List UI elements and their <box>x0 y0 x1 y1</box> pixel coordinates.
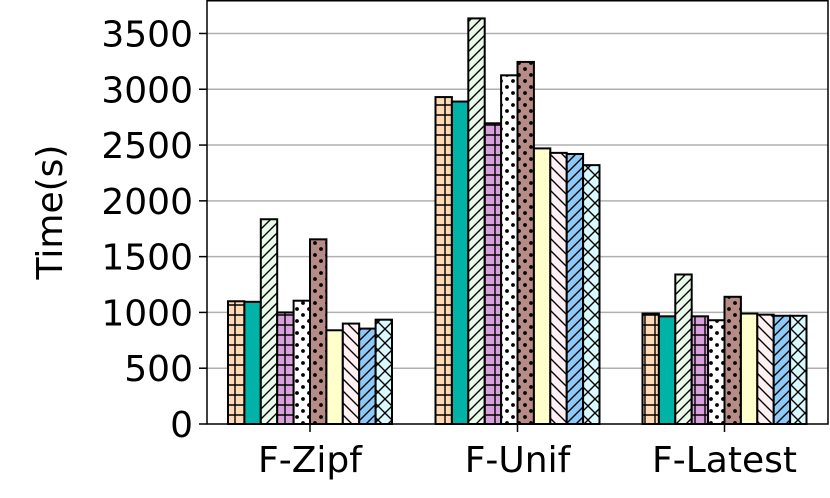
bar-f-unif-series-5 <box>500 74 519 425</box>
bar-f-zipf-series-2 <box>243 300 262 425</box>
bar-hatch <box>583 165 600 424</box>
plot-frame <box>206 0 829 425</box>
bar-f-unif-series-1 <box>434 96 453 426</box>
bar-hatch <box>550 152 567 424</box>
x-tick-label: F-Zipf <box>258 440 363 481</box>
bar-hatch <box>228 301 245 424</box>
bar-hatch <box>501 75 518 424</box>
bars <box>227 17 808 426</box>
bar-hatch <box>359 328 376 424</box>
bar-fill <box>451 101 469 425</box>
bar-f-unif-series-8 <box>549 151 568 425</box>
y-tick-label: 1000 <box>101 293 193 334</box>
x-tick-labels: F-Zipf F-Unif F-Latest <box>258 440 797 481</box>
bar-f-unif-series-3 <box>467 17 486 426</box>
bar-f-zipf-series-8 <box>341 322 361 425</box>
y-tick-label: 500 <box>124 349 193 390</box>
bar-f-zipf-series-5 <box>292 299 312 425</box>
x-tick-label: F-Latest <box>652 440 797 481</box>
bar-hatch <box>375 319 392 424</box>
y-tick-label: 1500 <box>101 238 193 279</box>
bar-hatch <box>691 316 709 424</box>
bar-f-latest-series-7 <box>739 312 759 425</box>
bar-f-latest-series-9 <box>772 314 792 426</box>
bar-f-zipf-series-9 <box>358 327 377 426</box>
bar-f-latest-series-6 <box>723 295 742 425</box>
bar-f-zipf-series-1 <box>227 300 246 425</box>
bar-fill <box>326 330 343 424</box>
bar-f-latest-series-1 <box>641 312 660 425</box>
bar-hatch <box>293 300 310 424</box>
bar-f-unif-series-2 <box>450 100 470 426</box>
bar-fill <box>244 301 261 424</box>
bar-f-unif-series-7 <box>532 147 552 425</box>
bar-hatch <box>468 18 485 425</box>
bar-hatch <box>260 219 278 424</box>
bar-f-latest-series-3 <box>674 273 693 426</box>
bar-f-unif-series-10 <box>582 164 601 425</box>
y-tick-label: 3500 <box>101 14 193 55</box>
bar-fill <box>740 313 758 424</box>
bar-hatch <box>566 153 584 424</box>
bar-f-zipf-series-7 <box>325 329 344 425</box>
bar-f-zipf-series-4 <box>276 311 295 425</box>
bar-f-latest-series-5 <box>707 319 726 425</box>
bar-hatch <box>675 274 692 424</box>
bar-hatch <box>342 323 360 424</box>
bar-f-unif-series-4 <box>483 122 503 425</box>
bar-fill <box>658 316 676 424</box>
y-axis-title: Time(s) <box>30 145 71 281</box>
bar-hatch <box>517 61 534 424</box>
bar-hatch <box>757 314 774 424</box>
y-tick-label: 3000 <box>101 70 193 111</box>
bar-hatch <box>484 123 502 424</box>
bar-f-unif-series-9 <box>565 152 585 425</box>
bar-hatch <box>773 315 791 424</box>
bar-hatch <box>310 239 327 424</box>
bar-f-latest-series-4 <box>690 315 710 426</box>
bar-hatch <box>790 315 807 424</box>
y-tick-label: 0 <box>170 405 193 446</box>
axes <box>199 0 829 432</box>
bar-fill <box>533 148 551 424</box>
bar-f-zipf-series-6 <box>309 238 328 425</box>
bar-f-zipf-series-3 <box>259 218 279 425</box>
bar-f-zipf-series-10 <box>374 318 394 425</box>
bar-hatch <box>435 97 452 425</box>
bar-f-latest-series-2 <box>657 315 677 426</box>
bar-f-latest-series-10 <box>789 314 808 426</box>
bar-hatch <box>642 313 659 424</box>
bar-hatch <box>277 312 294 424</box>
bar-f-latest-series-8 <box>756 313 775 425</box>
bar-hatch <box>708 320 725 424</box>
bar-hatch <box>724 296 741 424</box>
bar-f-unif-series-6 <box>516 60 535 425</box>
y-tick-label: 2500 <box>101 126 193 167</box>
x-tick-label: F-Unif <box>465 440 572 481</box>
y-tick-label: 2000 <box>101 182 193 223</box>
y-tick-labels: 0 500 1000 1500 2000 2500 3000 3500 <box>101 14 193 446</box>
